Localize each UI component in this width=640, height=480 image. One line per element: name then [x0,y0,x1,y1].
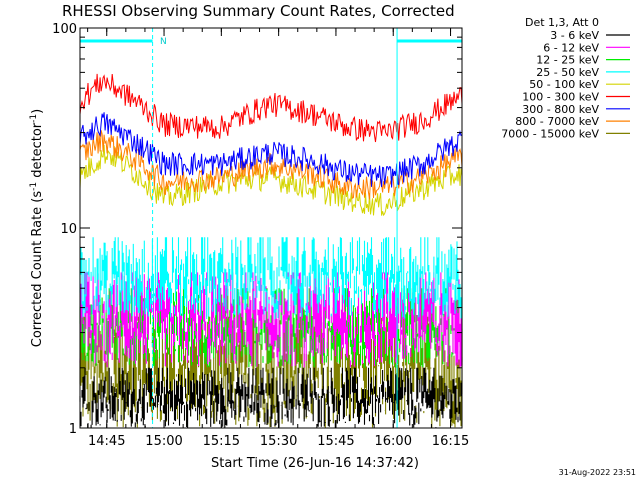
series-line-5 [79,73,463,143]
y-axis-label-sup1: -1 [29,182,39,191]
x-tick-label-3: 15:30 [260,434,297,449]
saa-label: N [160,37,167,47]
legend-label-6: 300 - 800 keV [522,103,599,116]
y-axis-label-main: Corrected Count Rate (s [30,191,45,348]
x-tick-label-4: 15:45 [317,434,354,449]
y-tick-label-1: 10 [60,222,77,237]
timestamp: 31-Aug-2022 23:51 [559,468,636,477]
legend-label-0: 3 - 6 keV [550,29,599,42]
y-axis-label-sup2: -1 [29,114,39,123]
axes-layer: 14:45 15:00 15:15 15:30 15:45 16:00 16:15 1 10 10… [52,22,469,449]
x-tick-label-6: 16:15 [432,434,469,449]
y-axis-label: Corrected Count Rate (s-1 detector-1) [29,109,45,347]
y-axis-label-mid: detector [30,122,45,182]
legend-label-3: 25 - 50 keV [536,66,599,79]
series-layer [79,73,463,428]
y-tick-label-2: 100 [52,22,77,37]
legend-label-1: 6 - 12 keV [543,41,599,54]
legend-header: Det 1,3, Att 0 [525,16,599,29]
legend-label-2: 12 - 25 keV [536,54,599,67]
legend-label-4: 50 - 100 keV [529,78,599,91]
legend-label-7: 800 - 7000 keV [515,115,599,128]
y-tick-label-0: 1 [69,422,77,437]
chart-title: RHESSI Observing Summary Count Rates, Co… [62,2,455,20]
x-tick-label-5: 16:00 [375,434,412,449]
x-axis-label: Start Time (26-Jun-16 14:37:42) [211,456,419,471]
x-tick-label-1: 15:00 [145,434,182,449]
legend-label-8: 7000 - 15000 keV [501,127,599,140]
legend-label-5: 100 - 300 keV [522,91,599,104]
series-line-4 [79,144,463,217]
series-line-6 [79,112,463,188]
x-tick-label-2: 15:15 [203,434,240,449]
x-tick-label-0: 14:45 [88,434,125,449]
y-axis-label-end: ) [30,109,45,114]
